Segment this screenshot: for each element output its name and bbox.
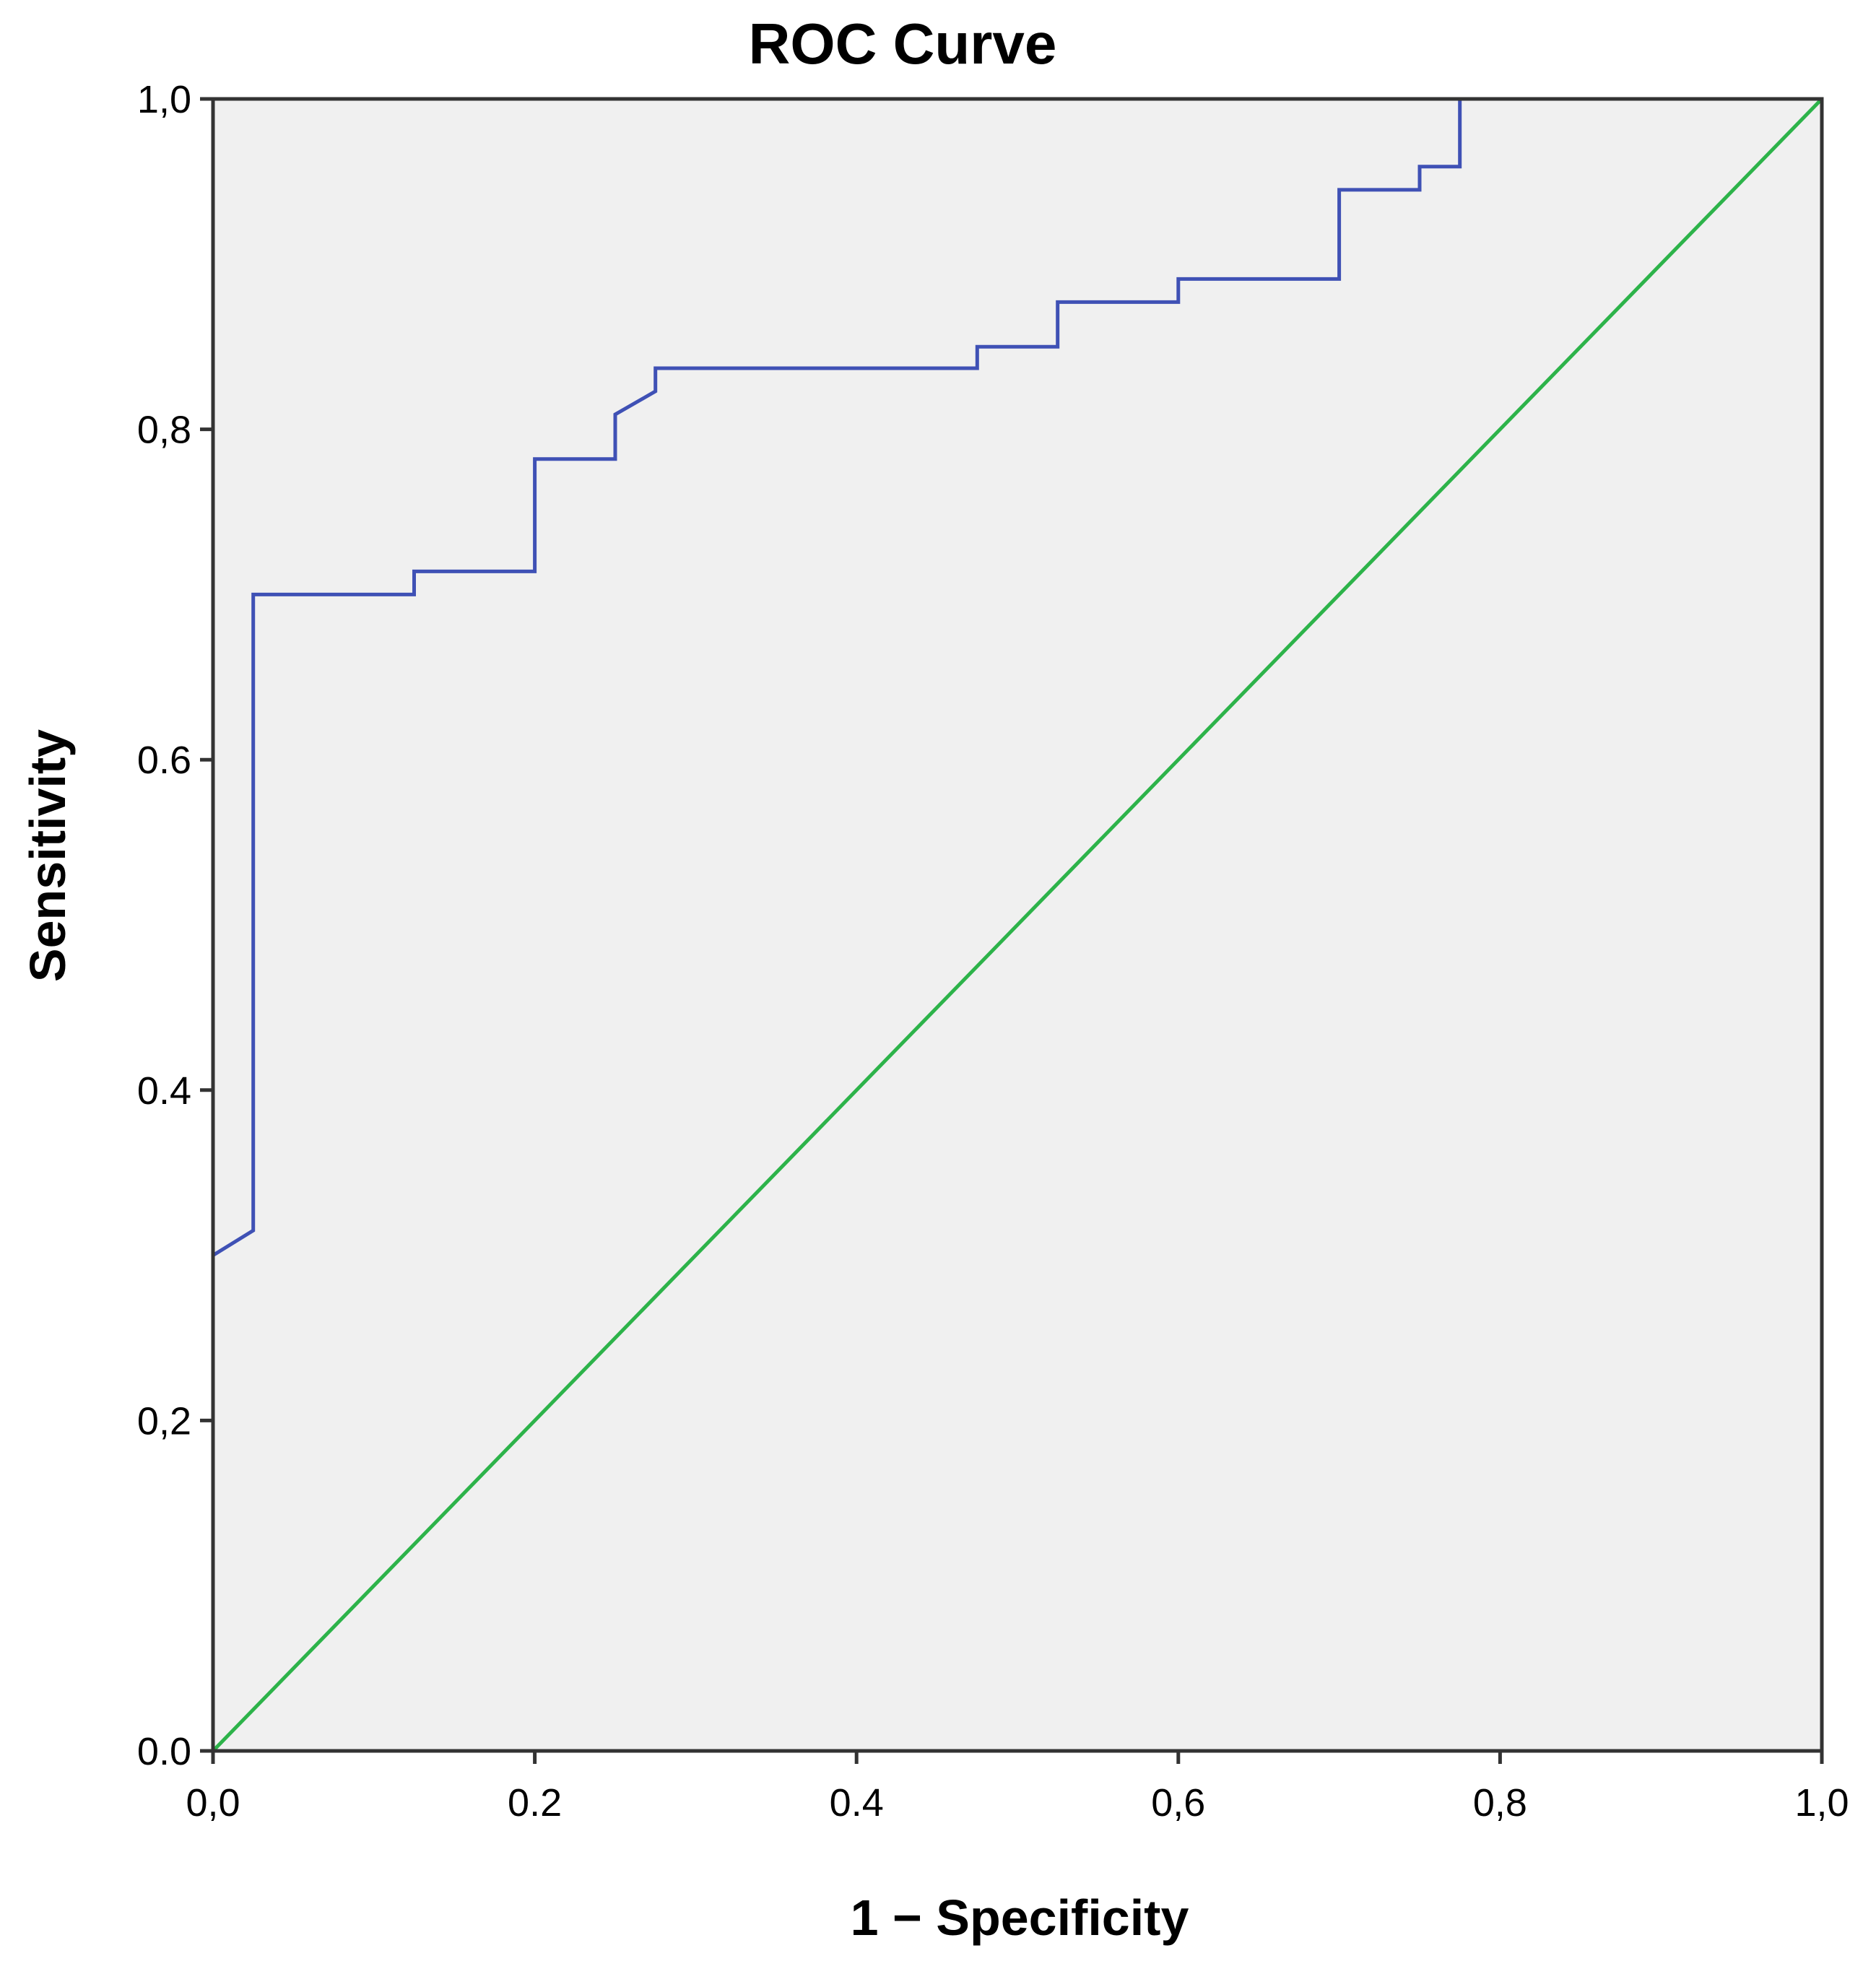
chart-title: ROC Curve (749, 12, 1057, 76)
plot-frame (211, 97, 1824, 1753)
x-axis-label: 1 − Specificity (851, 1890, 1189, 1946)
y-axis-label: Sensitivity (19, 729, 76, 982)
y-tick-label: 0.0 (137, 1730, 191, 1773)
x-tick-label: 1,0 (1794, 1781, 1849, 1825)
x-tick-label: 0.2 (508, 1781, 562, 1825)
y-tick-label: 0.6 (137, 739, 191, 782)
y-axis-ticks: 0.0 0,2 0.4 0.6 0,8 1,0 (137, 78, 213, 1773)
x-axis-ticks: 0,0 0.2 0.4 0,6 0,8 1,0 (186, 1751, 1849, 1825)
reference-diagonal-line (212, 97, 1823, 1752)
y-tick-label: 1,0 (137, 78, 191, 121)
x-tick-label: 0,8 (1473, 1781, 1527, 1825)
y-tick-label: 0.4 (137, 1069, 191, 1113)
x-tick-label: 0.4 (830, 1781, 884, 1825)
y-tick-label: 0,8 (137, 409, 191, 452)
x-tick-label: 0,0 (186, 1781, 240, 1825)
x-tick-label: 0,6 (1151, 1781, 1205, 1825)
series-layer (211, 97, 1823, 1752)
roc-curve-line (211, 97, 1822, 1751)
y-tick-label: 0,2 (137, 1399, 191, 1443)
